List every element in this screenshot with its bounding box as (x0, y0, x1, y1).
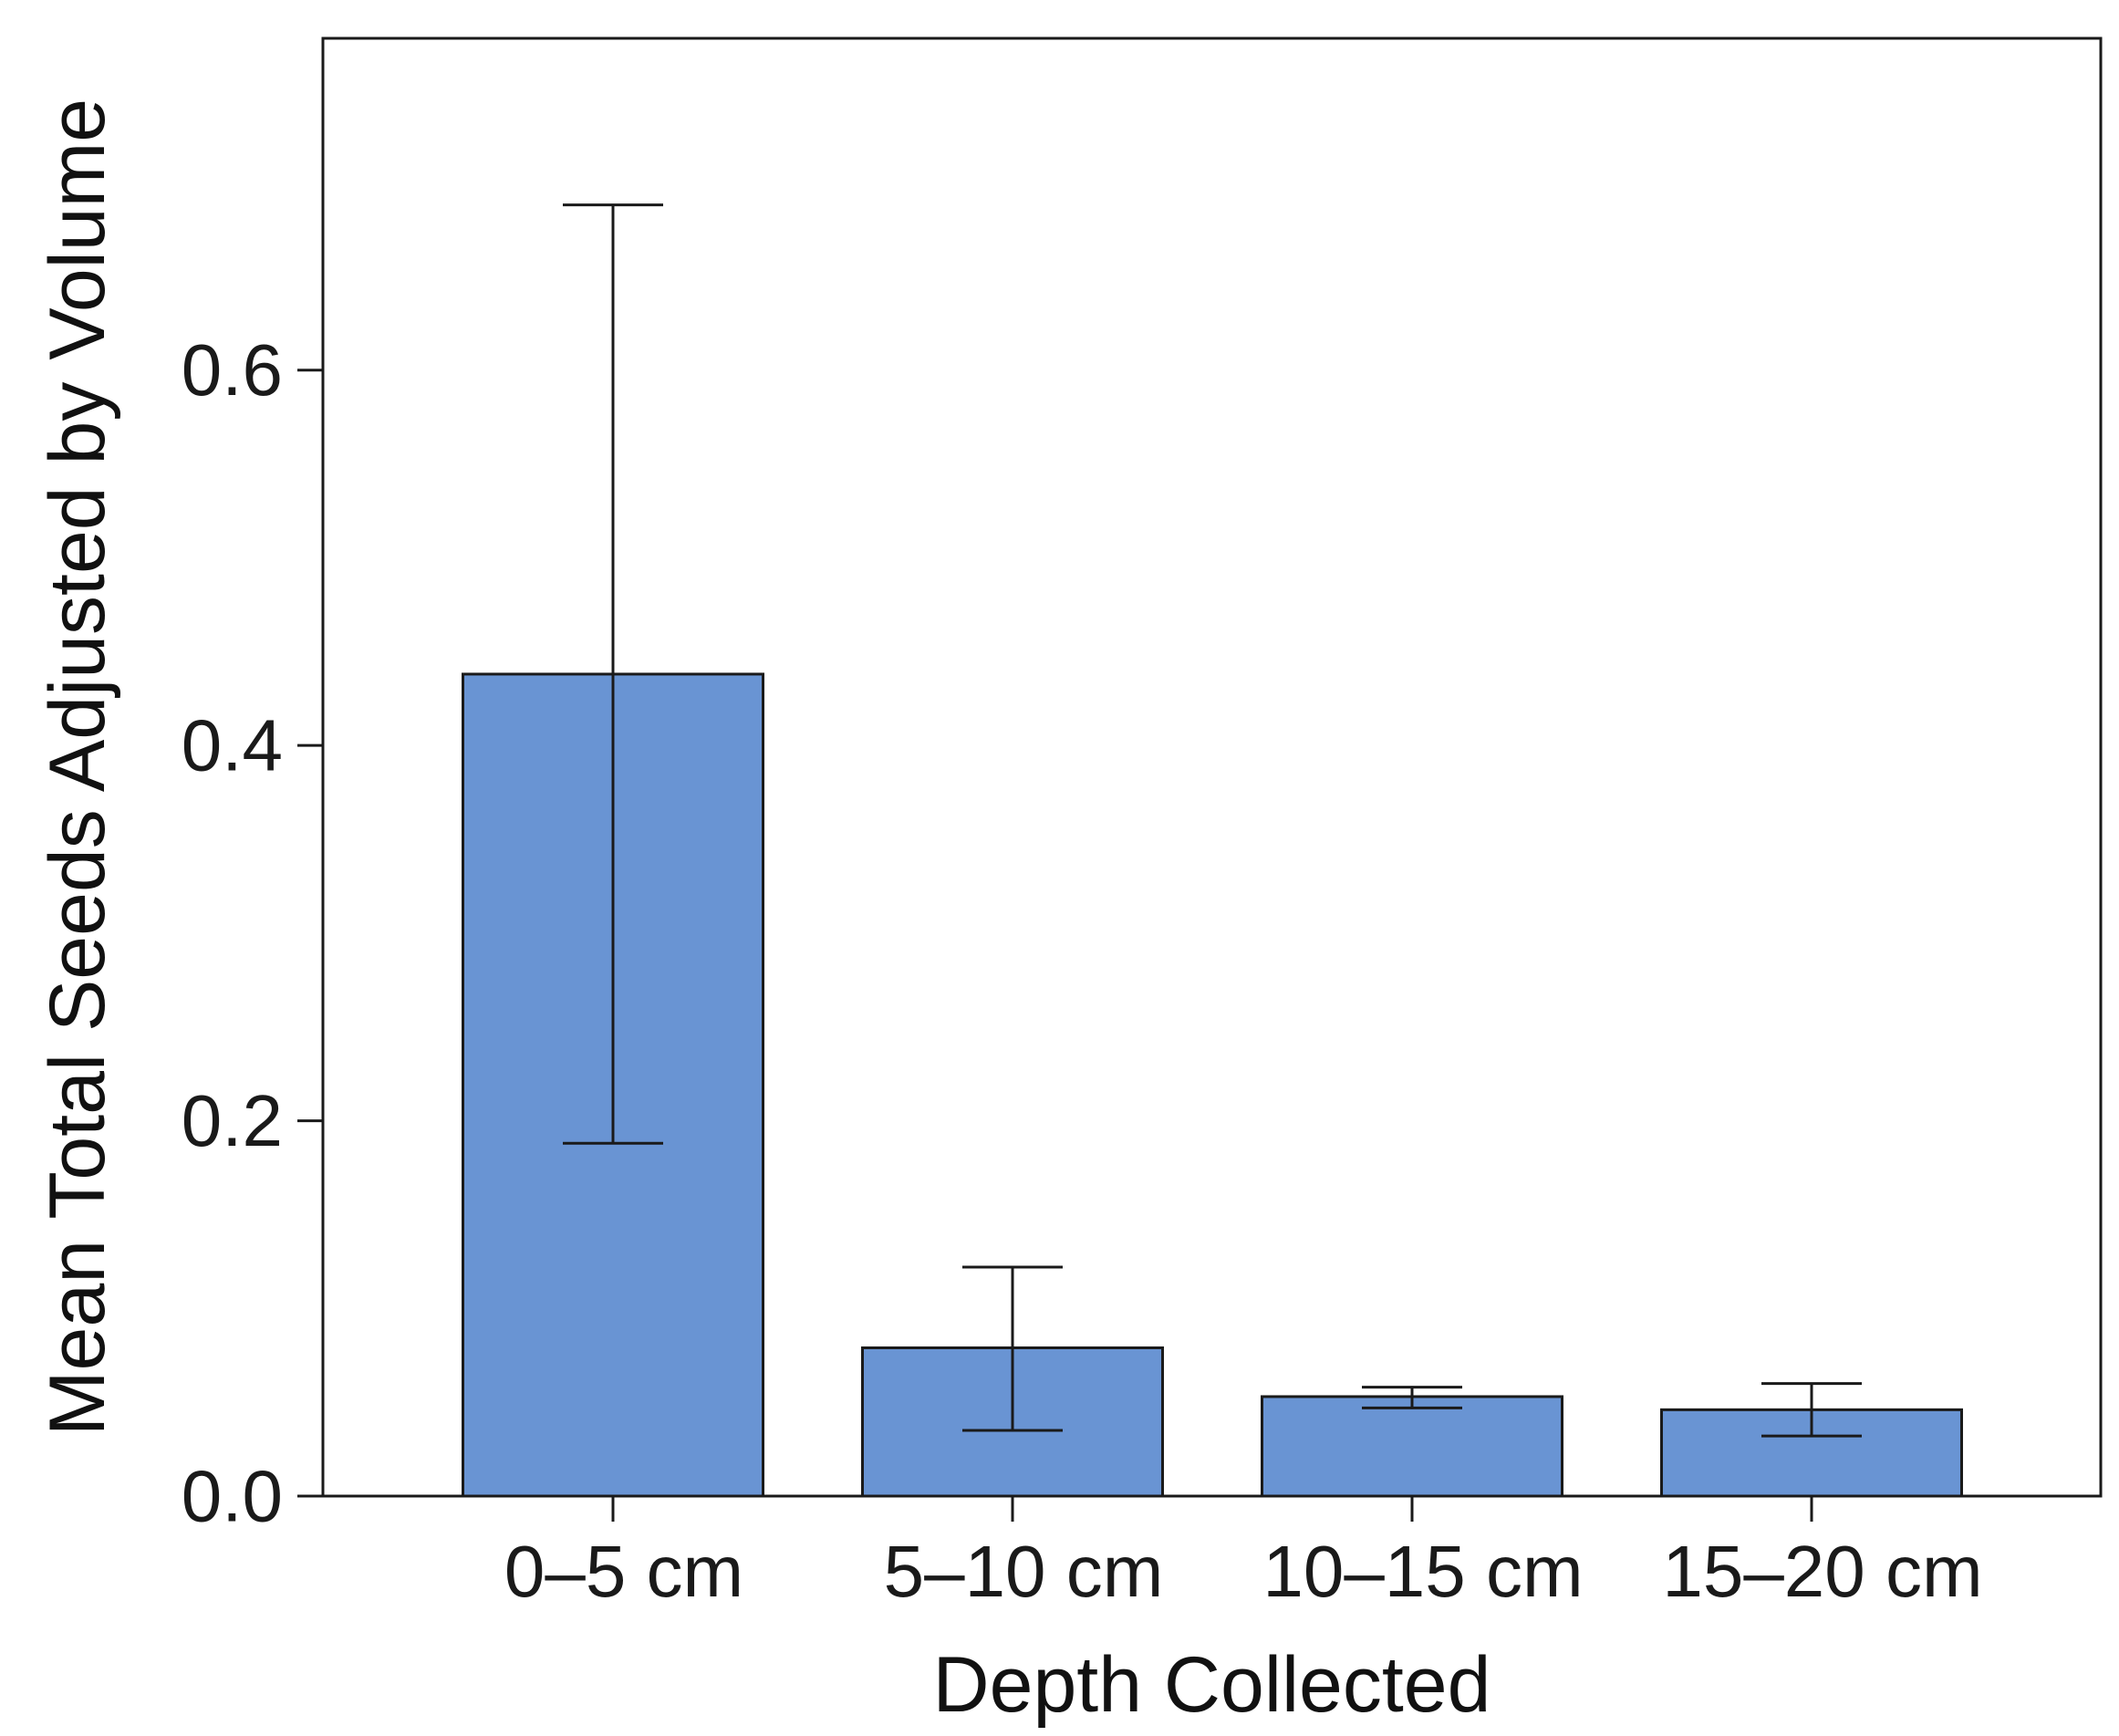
x-tick-label-2: 5–10 cm (884, 1531, 1164, 1612)
x-tick-label-4: 15–20 cm (1662, 1531, 1982, 1612)
bar-3 (1261, 1395, 1563, 1498)
plot-frame (321, 36, 2103, 1498)
error-bars-layer (563, 203, 1862, 1438)
y-tick-label-2: 0.2 (182, 1080, 283, 1161)
y-tick-label-4: 0.6 (182, 329, 283, 411)
x-axis-title: Depth Collected (933, 1641, 1491, 1729)
bars-layer (462, 672, 1963, 1498)
y-tick-label-3: 0.4 (182, 705, 283, 786)
x-tick-label-1: 0–5 cm (504, 1531, 743, 1612)
y-tick-label-1: 0.0 (182, 1456, 283, 1537)
y-axis-title: Mean Total Seeds Adjusted by Volume (34, 99, 121, 1436)
y-axis: 0.0 0.2 0.4 0.6 (182, 329, 323, 1537)
x-tick-label-3: 10–15 cm (1262, 1531, 1583, 1612)
x-axis: 0–5 cm 5–10 cm 10–15 cm 15–20 cm (504, 1496, 1983, 1612)
